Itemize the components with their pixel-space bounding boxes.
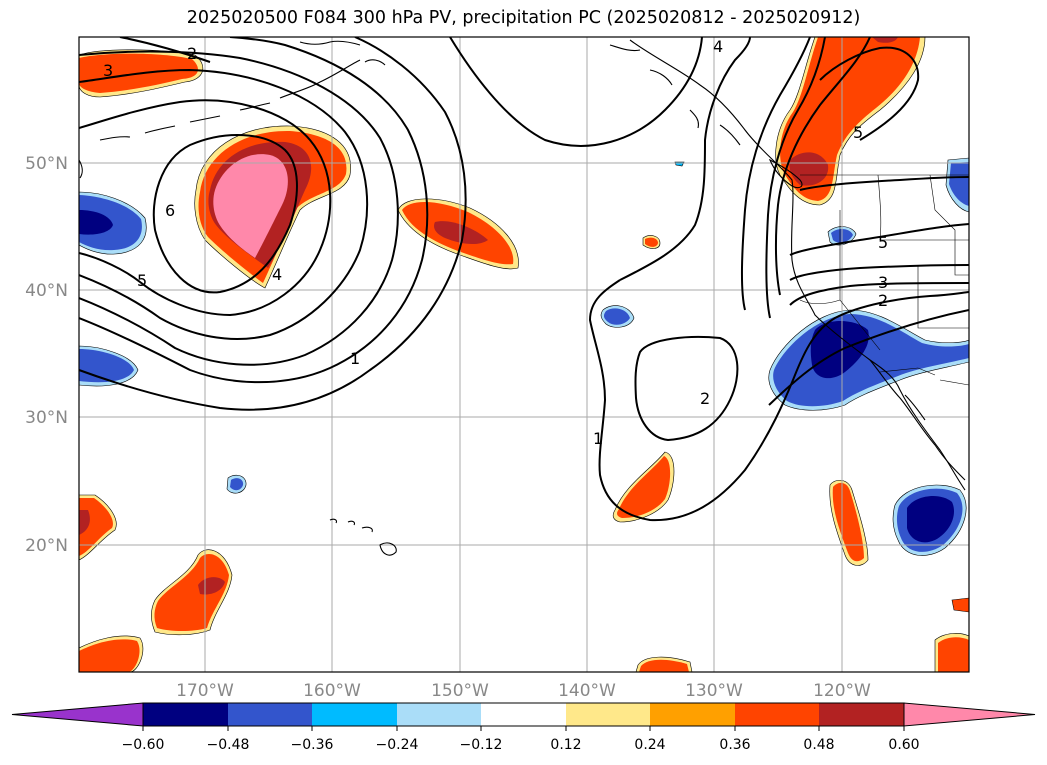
colorbar-extend-left: [11, 702, 144, 727]
lat-label: 40°N: [25, 281, 68, 301]
contour-label: 1: [350, 349, 360, 368]
lat-label: 30°N: [25, 408, 68, 428]
colorbar-bin: [228, 703, 312, 726]
contour-label: 5: [853, 123, 863, 142]
contour-label: 5: [878, 233, 888, 252]
colorbar-bin: [819, 703, 904, 726]
map-title: 2025020500 F084 300 hPa PV, precipitatio…: [186, 8, 861, 28]
lat-label: 50°N: [25, 154, 68, 174]
contour-label: 2: [187, 44, 197, 63]
pv-contours: [79, 37, 969, 522]
contour-label: 3: [103, 61, 113, 80]
contour-label: 4: [272, 265, 282, 284]
contour-label: 6: [165, 201, 175, 220]
contour-label: 2: [878, 291, 888, 310]
contour-label: 3: [878, 273, 888, 292]
lon-label: 170°W: [176, 681, 234, 701]
lon-label: 140°W: [558, 681, 616, 701]
colorbar-extend-right: [903, 702, 1036, 727]
lat-label: 20°N: [25, 536, 68, 556]
colorbar-tick-label: 0.36: [719, 737, 750, 753]
colorbar-tick-label: −0.36: [291, 737, 334, 753]
colorbar-tick-label: 0.60: [888, 737, 919, 753]
colorbar-bin: [143, 703, 228, 726]
colorbar-bin: [650, 703, 735, 726]
colorbar-bin: [481, 703, 566, 726]
lon-label: 130°W: [685, 681, 743, 701]
colorbar-tick-label: −0.60: [122, 737, 165, 753]
latitude-labels: 50°N 40°N 30°N 20°N: [25, 154, 68, 556]
colorbar-bin: [735, 703, 819, 726]
contour-label: 2: [700, 389, 710, 408]
map-plot-area: 2 3 4 5 6 5 4 1 1 2 5 5 3 2: [79, 37, 969, 672]
colorbar-bin: [397, 703, 481, 726]
longitude-labels: 170°W 160°W 150°W 140°W 130°W 120°W: [176, 681, 871, 701]
lon-label: 160°W: [303, 681, 361, 701]
lon-label: 120°W: [813, 681, 871, 701]
colorbar-tick-label: −0.12: [460, 737, 503, 753]
political-borders: [799, 174, 969, 386]
contour-labels: 2 3 4 5 6 5 4 1 1 2 5 5 3 2: [103, 37, 888, 448]
map-frame: [78, 36, 970, 673]
colorbar-tick-label: −0.24: [376, 737, 419, 753]
colorbar-tick-label: −0.48: [207, 737, 250, 753]
colorbar-tick-label: 0.24: [634, 737, 665, 753]
colorbar-tick-label: 0.48: [803, 737, 834, 753]
contour-label: 5: [137, 271, 147, 290]
contour-label: 1: [593, 429, 603, 448]
colorbar-tick-label: 0.12: [550, 737, 581, 753]
contour-label: 4: [713, 37, 723, 56]
colorbar-bin: [312, 703, 397, 726]
lon-label: 150°W: [431, 681, 489, 701]
colorbar-bin: [566, 703, 650, 726]
colorbar: −0.60 −0.48 −0.36 −0.24 −0.12 0.12 0.24 …: [11, 702, 1036, 753]
